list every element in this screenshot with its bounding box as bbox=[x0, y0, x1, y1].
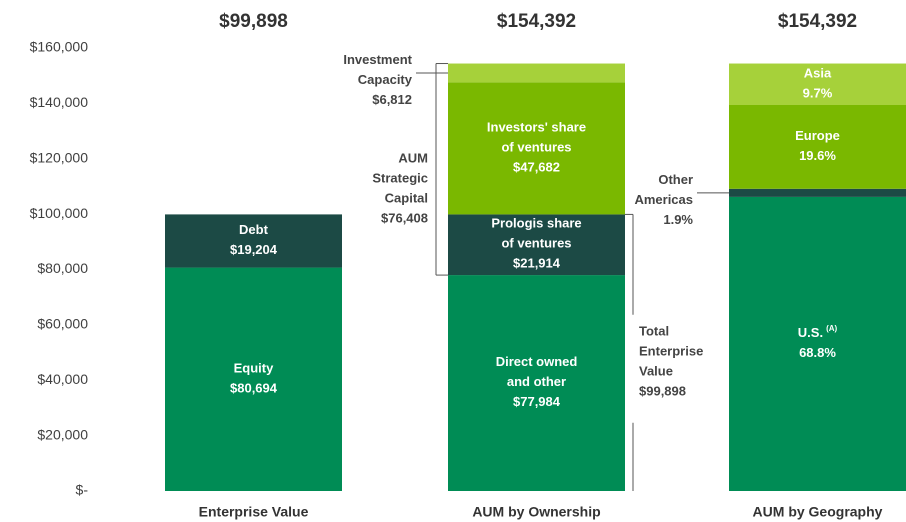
segment-label: Debt bbox=[239, 222, 269, 237]
segment-name: of ventures bbox=[501, 140, 571, 155]
total-label: $154,392 bbox=[778, 11, 857, 32]
segment-label: of ventures bbox=[501, 140, 571, 155]
bar-segment bbox=[448, 275, 625, 491]
annotation-label: Capital bbox=[385, 191, 428, 206]
y-tick-label: $20,000 bbox=[37, 426, 88, 442]
segment-name: and other bbox=[507, 374, 566, 389]
segment-name: Direct owned bbox=[496, 354, 578, 369]
value-text: $77,984 bbox=[513, 394, 561, 409]
value-text: $19,204 bbox=[230, 242, 278, 257]
segment-label: Americas bbox=[634, 192, 693, 207]
segment-name: Europe bbox=[795, 128, 840, 143]
segment-value-label: 1.9% bbox=[663, 212, 693, 227]
annotation-value: $76,408 bbox=[381, 211, 428, 226]
annotation-label: Strategic bbox=[372, 171, 428, 186]
segment-note: (A) bbox=[826, 324, 837, 333]
segment-name: Investors' share bbox=[487, 120, 586, 135]
segment-value-label: $19,204 bbox=[230, 242, 278, 257]
bar-segment bbox=[729, 63, 906, 105]
category-label: AUM by Geography bbox=[753, 504, 883, 520]
value-text: $6,812 bbox=[372, 92, 412, 107]
segment-name: Other bbox=[658, 172, 693, 187]
bar-segment bbox=[448, 214, 625, 276]
segment-name: Equity bbox=[234, 361, 274, 376]
value-text: 9.7% bbox=[803, 86, 833, 101]
annotation-label: Total bbox=[639, 324, 669, 339]
annotation-text: Value bbox=[639, 364, 673, 379]
total-label: $99,898 bbox=[219, 11, 288, 32]
segment-name: Americas bbox=[634, 192, 693, 207]
segment-label: Equity bbox=[234, 361, 274, 376]
bar-segment bbox=[165, 214, 342, 268]
segment-label: Direct owned bbox=[496, 354, 578, 369]
bar-segment bbox=[729, 196, 906, 491]
value-text: $47,682 bbox=[513, 160, 560, 175]
category-label: Enterprise Value bbox=[199, 504, 309, 520]
annotation-text: AUM bbox=[398, 151, 428, 166]
value-text: $80,694 bbox=[230, 381, 278, 396]
segment-name: Prologis share bbox=[491, 216, 581, 231]
annotation-label: Enterprise bbox=[639, 344, 703, 359]
segment-label: Investment bbox=[343, 52, 412, 67]
segment-label: Investors' share bbox=[487, 120, 586, 135]
segment-value-label: 68.8% bbox=[799, 345, 836, 360]
annotation-text: Total bbox=[639, 324, 669, 339]
y-tick-label: $80,000 bbox=[37, 260, 88, 276]
segment-value-label: 9.7% bbox=[803, 86, 833, 101]
bar-segment bbox=[165, 267, 342, 491]
segment-label: Other bbox=[658, 172, 693, 187]
segment-name: Investment bbox=[343, 52, 412, 67]
segment-label: and other bbox=[507, 374, 566, 389]
y-tick-label: $160,000 bbox=[30, 39, 89, 55]
total-label: $154,392 bbox=[497, 11, 576, 32]
segment-label: U.S. (A) bbox=[798, 324, 838, 340]
value-text: 19.6% bbox=[799, 148, 836, 163]
segment-value-label: $80,694 bbox=[230, 381, 278, 396]
segment-label: of ventures bbox=[501, 236, 571, 251]
bar-segment bbox=[448, 63, 625, 83]
annotation-label: Value bbox=[639, 364, 673, 379]
category-label: AUM by Ownership bbox=[472, 504, 600, 520]
annotation-value-text: $99,898 bbox=[639, 384, 686, 399]
segment-name: Debt bbox=[239, 222, 269, 237]
y-tick-label: $- bbox=[76, 482, 89, 498]
y-tick-label: $120,000 bbox=[30, 149, 89, 165]
annotation-value-text: $76,408 bbox=[381, 211, 428, 226]
segment-name: U.S. bbox=[798, 325, 823, 340]
bar-segment bbox=[729, 188, 906, 197]
segment-value-label: $6,812 bbox=[372, 92, 412, 107]
segment-value-label: 19.6% bbox=[799, 148, 836, 163]
segment-label: Asia bbox=[804, 66, 832, 81]
segment-name: of ventures bbox=[501, 236, 571, 251]
y-tick-label: $100,000 bbox=[30, 205, 89, 221]
segment-label: Prologis share bbox=[491, 216, 581, 231]
segment-label: Capacity bbox=[358, 72, 413, 87]
bar-segment bbox=[729, 104, 906, 189]
value-text: $21,914 bbox=[513, 256, 561, 271]
annotation-label: AUM bbox=[398, 151, 428, 166]
segment-name: Capacity bbox=[358, 72, 413, 87]
y-tick-label: $60,000 bbox=[37, 316, 88, 332]
value-text: 68.8% bbox=[799, 345, 836, 360]
segment-label: Europe bbox=[795, 128, 840, 143]
annotation-value: $99,898 bbox=[639, 384, 686, 399]
segment-value-label: $47,682 bbox=[513, 160, 560, 175]
annotation-text: Capital bbox=[385, 191, 428, 206]
bar-segment bbox=[448, 82, 625, 215]
segment-value-label: $21,914 bbox=[513, 256, 561, 271]
segment-name: Asia bbox=[804, 66, 832, 81]
annotation-text: Enterprise bbox=[639, 344, 703, 359]
y-tick-label: $40,000 bbox=[37, 371, 88, 387]
value-text: 1.9% bbox=[663, 212, 693, 227]
annotation-text: Strategic bbox=[372, 171, 428, 186]
segment-value-label: $77,984 bbox=[513, 394, 561, 409]
y-tick-label: $140,000 bbox=[30, 94, 89, 110]
